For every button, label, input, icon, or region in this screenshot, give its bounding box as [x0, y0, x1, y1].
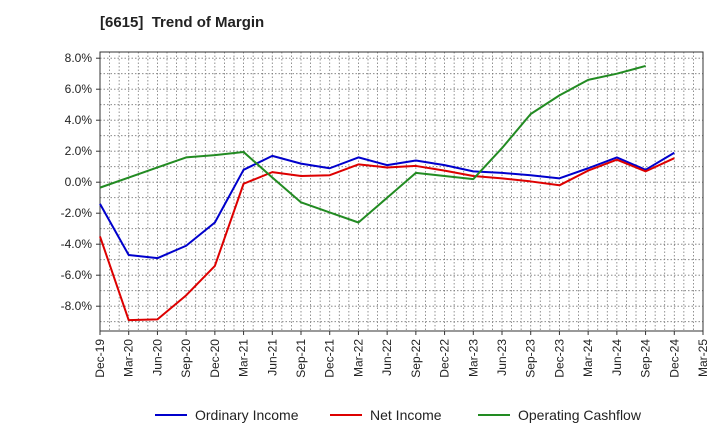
x-tick-label: Mar-22 [351, 339, 365, 377]
x-tick-label: Mar-23 [466, 339, 480, 377]
x-tick-label: Dec-22 [438, 339, 452, 378]
x-tick-label: Jun-22 [380, 339, 394, 376]
x-tick-label: Mar-21 [237, 339, 251, 377]
y-tick-label: 4.0% [65, 113, 93, 127]
y-tick-label: -2.0% [61, 206, 93, 220]
y-tick-label: 8.0% [65, 51, 93, 65]
y-tick-label: -6.0% [61, 268, 93, 282]
chart-title: [6615] Trend of Margin [100, 14, 265, 31]
legend: Ordinary Income Net Income Operating Cashf… [155, 407, 642, 423]
y-tick-label: 6.0% [65, 82, 93, 96]
y-tick-label: -4.0% [61, 237, 93, 251]
x-tick-label: Sep-24 [639, 339, 653, 378]
x-tick-label: Jun-24 [610, 339, 624, 376]
x-tick-label: Dec-19 [93, 339, 107, 378]
x-tick-label: Jun-20 [150, 339, 164, 376]
x-tick-label: Mar-24 [581, 339, 595, 377]
y-tick-label: 0.0% [65, 175, 93, 189]
series-line-ordinary-income [99, 151, 675, 260]
y-tick-labels: 8.0% 6.0% 4.0% 2.0% 0.0% -2.0% -4.0% -6.0% -8.0% [61, 51, 93, 313]
x-tick-label: Jun-23 [495, 339, 509, 376]
series-line-net-income [99, 157, 675, 322]
axes [96, 51, 704, 335]
x-tick-label: Dec-23 [552, 339, 566, 378]
x-tick-label: Sep-23 [524, 339, 538, 378]
grid-lines [100, 52, 703, 331]
x-tick-label: Mar-25 [696, 339, 710, 377]
x-tick-labels: Dec-19 Mar-20 Jun-20 Sep-20 Dec-20 Mar-21 Jun-… [93, 339, 710, 378]
plot-border [99, 51, 704, 332]
x-tick-label: Mar-20 [122, 339, 136, 377]
x-tick-label: Sep-21 [294, 339, 308, 378]
x-tick-label: Dec-24 [667, 339, 681, 378]
x-tick-label: Dec-20 [208, 339, 222, 378]
x-tick-label: Sep-22 [409, 339, 423, 378]
legend-label-net-income: Net Income [370, 407, 442, 423]
x-tick-label: Dec-21 [323, 339, 337, 378]
y-tick-label: -8.0% [61, 299, 93, 313]
series-line-operating-cashflow [99, 64, 646, 224]
y-tick-label: 2.0% [65, 144, 93, 158]
legend-label-operating-cashflow: Operating Cashflow [518, 407, 642, 423]
series-lines [99, 64, 675, 322]
x-tick-label: Jun-21 [265, 339, 279, 376]
legend-label-ordinary-income: Ordinary Income [195, 407, 299, 423]
x-tick-label: Sep-20 [179, 339, 193, 378]
